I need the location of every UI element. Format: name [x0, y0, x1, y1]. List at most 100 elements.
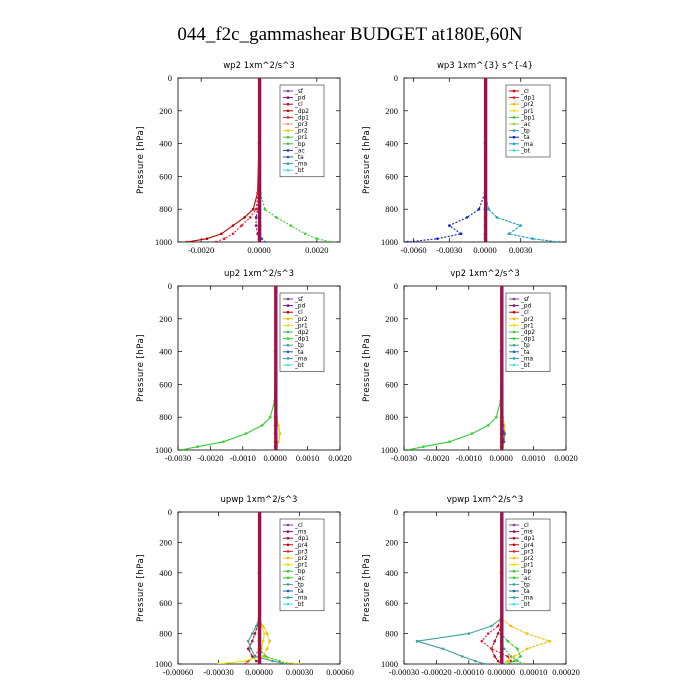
series-point-pr2: [265, 632, 269, 635]
x-tick-label: 0.00030: [286, 667, 314, 677]
legend-entry: _pd: [520, 304, 532, 310]
series-point-tp: [483, 662, 487, 664]
legend-entry: _bp1: [520, 115, 535, 121]
legend-entry: _ma: [520, 596, 534, 602]
series-point-tp: [254, 624, 258, 628]
series-point-ma: [495, 216, 499, 219]
series-point-dp1: [493, 655, 497, 658]
legend-marker: [512, 357, 516, 360]
series-point-tp: [461, 655, 464, 658]
x-tick-label: -0.00030: [203, 667, 233, 677]
legend-entry: _ma: [294, 162, 308, 168]
series-point-dp2: [251, 207, 255, 211]
legend-marker: [286, 304, 290, 307]
series-point-ta: [459, 232, 463, 236]
series-point-dp1: [179, 448, 183, 450]
legend-marker: [286, 109, 290, 113]
y-tick-label: 400: [385, 568, 398, 578]
panel-title: up2 1xm^2/s^3: [224, 269, 294, 279]
legend-marker: [512, 563, 516, 566]
panel-1: wp3 1xm^{3} s^{-4} Pressure [hPa] 0 200 400 6…: [362, 61, 567, 255]
series-line-dp2: [186, 78, 260, 242]
x-tick-label: -0.0060: [400, 245, 426, 255]
y-tick-label: 400: [385, 139, 398, 149]
legend-marker: [286, 135, 290, 139]
series-point-dp2: [231, 224, 235, 227]
legend-entry: _ac: [520, 576, 531, 582]
legend-marker: [286, 102, 290, 106]
plot-frame: [403, 285, 567, 451]
series-point-pr1: [289, 224, 293, 227]
series-point-dp2: [220, 232, 223, 236]
legend-marker: [286, 576, 290, 580]
y-tick-label: 1000: [155, 237, 172, 247]
legend-marker: [286, 583, 290, 586]
legend-entry: _ta: [294, 350, 304, 356]
legend-marker: [512, 304, 516, 307]
x-tick-label: 0.0000: [490, 453, 513, 463]
series-point-ta: [503, 432, 506, 435]
legend: _sf_pd_cl_dp2_dp1_pr3_pr2_pr1_bp_ac_ta_m…: [279, 84, 325, 178]
legend-marker: [286, 357, 290, 360]
series-point-ta: [448, 224, 451, 227]
series-point-ac: [264, 655, 268, 658]
series-point-ac: [519, 655, 522, 658]
y-tick-label: 600: [159, 379, 172, 389]
series-point-pr2: [512, 655, 516, 658]
series-point-bp: [503, 647, 506, 651]
series-point-dp1: [496, 659, 500, 663]
series-point-dp1: [260, 424, 264, 427]
panel-0: wp2 1xm^2/s^3 Pressure [hPa] 0 200 400 600 800…: [136, 61, 341, 255]
panel-3: vp2 1xm^2/s^3 Pressure [hPa] 0 200 400 600 800…: [362, 269, 578, 463]
series-line-dp1: [490, 512, 502, 664]
series-group: [405, 286, 507, 450]
y-tick-label: 600: [385, 379, 398, 389]
x-tick-label: 0.0000: [264, 453, 287, 463]
legend-marker: [286, 563, 290, 566]
series-line-dp1: [215, 78, 260, 242]
legend-marker: [512, 116, 516, 119]
legend-marker: [286, 343, 290, 347]
y-axis-label: Pressure [hPa]: [136, 126, 146, 194]
legend-entry: _bt: [294, 602, 305, 608]
legend-marker: [286, 589, 290, 593]
series-line-pr1: [218, 512, 265, 664]
series-point-dp1: [222, 440, 225, 444]
legend-marker: [286, 569, 290, 573]
series-point-dp1: [251, 639, 254, 643]
legend-entry: _dp1: [294, 115, 309, 121]
y-axis-label: Pressure [hPa]: [136, 334, 146, 402]
series-point-tp: [246, 639, 250, 643]
legend-entry: _pr2: [520, 556, 534, 562]
x-tick-label: -0.00020: [421, 667, 451, 677]
series-point-dp1: [214, 240, 217, 242]
legend-entry: _dp2: [294, 330, 309, 336]
legend-marker: [286, 523, 290, 527]
legend-marker: [286, 556, 290, 560]
legend-entry: _bp: [294, 142, 306, 148]
series-point-tp: [253, 655, 257, 658]
legend-entry: _sf: [294, 297, 304, 303]
figure-title: 044_f2c_gammashear BUDGET at180E,60N: [177, 24, 523, 45]
legend-entry: _ac: [294, 148, 305, 154]
y-tick-label: 600: [159, 598, 172, 608]
y-tick-label: 0: [168, 507, 172, 517]
plot-frame: [177, 285, 341, 451]
series-point-pr2: [298, 662, 301, 664]
legend-entry: _ta: [294, 155, 304, 161]
x-tick-label: -0.0010: [456, 453, 482, 463]
legend-marker: [286, 337, 290, 340]
series-point-pr2: [525, 632, 529, 635]
legend-marker: [512, 523, 516, 527]
series-point-ma: [507, 232, 511, 236]
series-point-ac: [278, 659, 281, 663]
series-point-dp2: [205, 237, 209, 240]
legend-entry: _cl: [520, 523, 529, 529]
y-tick-label: 200: [385, 106, 398, 116]
x-tick-label: -0.0030: [391, 453, 417, 463]
series-point-ma: [487, 207, 490, 211]
legend-entry: _cl: [294, 102, 303, 108]
series-point-ma: [519, 224, 522, 227]
series-point-pr2: [509, 624, 513, 628]
